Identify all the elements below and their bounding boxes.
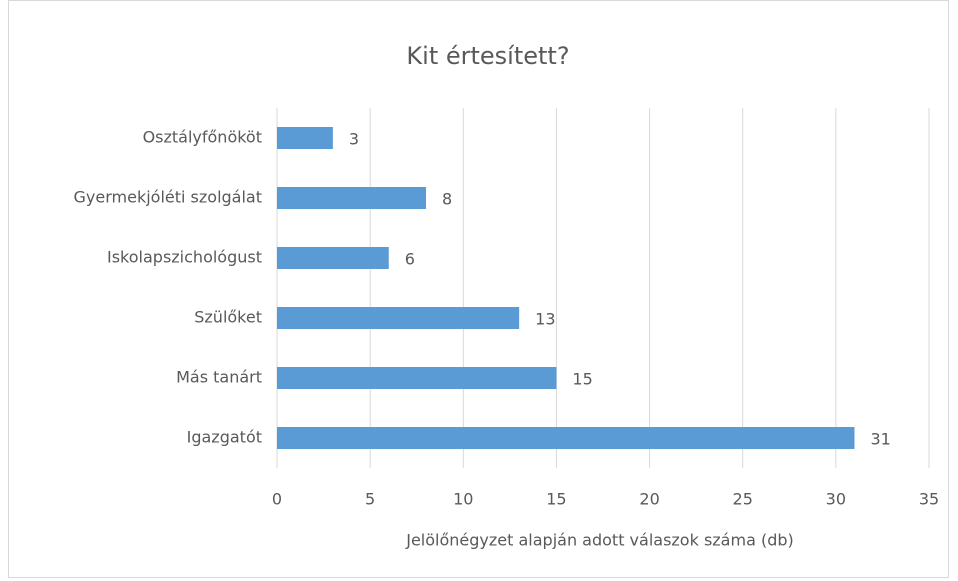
data-label: 6	[405, 250, 415, 269]
chart-title: Kit értesített?	[406, 42, 569, 70]
bar	[277, 187, 427, 209]
bar	[277, 367, 557, 389]
x-tick-label: 25	[733, 490, 753, 509]
x-tick-label: 35	[919, 490, 939, 509]
x-tick-label: 10	[453, 490, 473, 509]
bar	[277, 247, 389, 269]
y-tick-label: Igazgatót	[187, 428, 262, 447]
bar	[277, 307, 520, 329]
data-label: 15	[572, 370, 592, 389]
x-tick-label: 30	[826, 490, 846, 509]
data-label: 31	[870, 430, 890, 449]
data-label: 13	[535, 310, 555, 329]
y-tick-label: Iskolapszichológust	[107, 248, 262, 267]
bar	[277, 127, 333, 149]
x-tick-label: 0	[272, 490, 282, 509]
y-tick-label: Szülőket	[194, 308, 262, 327]
x-tick-label: 5	[365, 490, 375, 509]
x-tick-label: 20	[639, 490, 659, 509]
data-label: 3	[349, 130, 359, 149]
y-tick-label: Osztályfőnököt	[143, 128, 262, 147]
bar	[277, 427, 855, 449]
data-label: 8	[442, 190, 452, 209]
chart-border	[8, 0, 949, 578]
x-axis-title: Jelölőnégyzet alapján adott válaszok szá…	[405, 531, 794, 550]
x-tick-label: 15	[546, 490, 566, 509]
y-tick-label: Gyermekjóléti szolgálat	[74, 188, 262, 207]
y-tick-label: Más tanárt	[176, 368, 262, 387]
